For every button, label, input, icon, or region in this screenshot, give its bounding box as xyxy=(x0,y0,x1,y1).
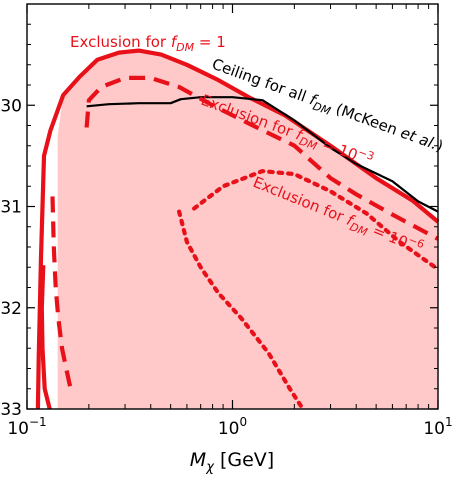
tick-group: 10−1 100 101 30 31 32 33 xyxy=(0,4,453,439)
series-line-excl_1 xyxy=(35,48,440,410)
series-line-excl_1e-6_lower xyxy=(177,209,305,412)
series-line-excl_1e-3 xyxy=(84,75,439,241)
series-line-ceiling xyxy=(86,96,439,213)
series-group xyxy=(35,48,441,412)
y-tick-label: 31 xyxy=(0,198,22,218)
excluded-region-fill xyxy=(57,50,439,409)
x-tick-label: 101 xyxy=(423,415,452,439)
annotation-exclusion-fdm-1: Exclusion for fDM = 1 xyxy=(70,33,226,54)
series-line-excl_1e-6 xyxy=(192,169,441,272)
x-axis-title: Mχ [GeV] xyxy=(190,449,274,475)
x-tick-label: 10−1 xyxy=(7,415,46,439)
excluded-region xyxy=(57,50,439,409)
y-tick-label: 30 xyxy=(0,96,22,116)
series-line-excl_1_lower xyxy=(39,265,52,410)
y-tick-label: 32 xyxy=(0,299,22,319)
x-tick-label: 100 xyxy=(218,415,247,439)
series-line-excl_1e-3_lower xyxy=(50,196,74,395)
svg-text:Exclusion for fDM = 1: Exclusion for fDM = 1 xyxy=(70,33,226,54)
y-tick-label: 33 xyxy=(0,400,22,420)
